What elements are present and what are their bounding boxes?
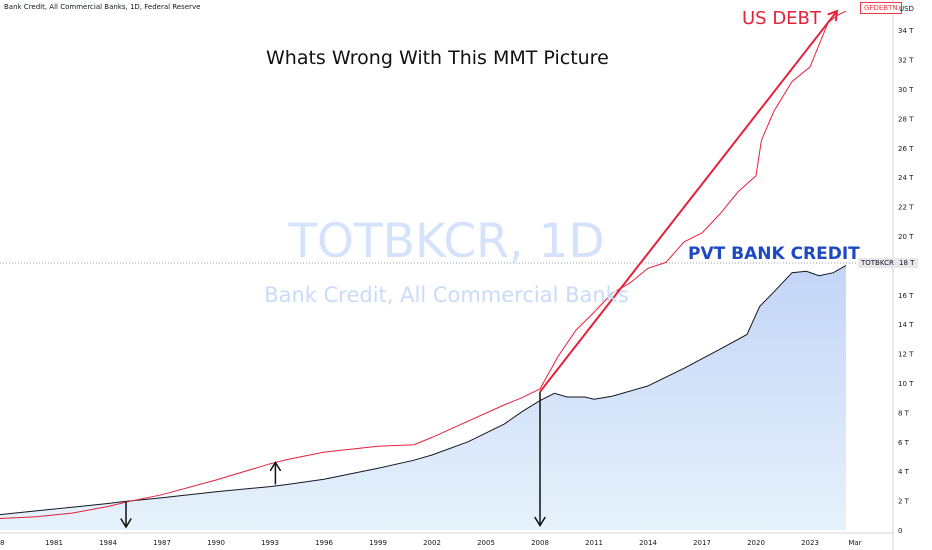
y-tick-label: 6 T — [898, 439, 910, 447]
annotation-arrow-0 — [539, 10, 838, 393]
annotation-arrowhead-3 — [269, 460, 282, 472]
bank-credit-annotation: PVT BANK CREDIT — [688, 244, 860, 264]
x-tick-label: 1996 — [315, 539, 333, 547]
currency-label[interactable]: USD — [899, 5, 914, 13]
x-tick-label: 2008 — [531, 539, 549, 547]
x-tick-label: 2002 — [423, 539, 441, 547]
series-area-totbkcr — [0, 265, 846, 530]
x-tick-label: 1984 — [99, 539, 117, 547]
x-tick-label: 1993 — [261, 539, 279, 547]
totbkcr-last-value-tag: 18 T — [895, 258, 919, 268]
y-tick-label: 30 T — [898, 86, 914, 94]
series-line-gfdebtn — [0, 10, 847, 519]
y-tick-label: 32 T — [898, 57, 914, 65]
x-tick-label: 2017 — [693, 539, 711, 547]
x-tick-label: 78 — [0, 539, 4, 547]
y-tick-label: 0 — [898, 527, 902, 535]
chart-header: Bank Credit, All Commercial Banks, 1D, F… — [4, 3, 201, 11]
x-tick-label: 2023 — [801, 539, 819, 547]
y-tick-label: 12 T — [898, 351, 914, 359]
y-tick-label: 34 T — [898, 27, 914, 35]
x-tick-label: 2011 — [585, 539, 603, 547]
y-tick-label: 28 T — [898, 115, 914, 123]
x-tick-label: 2005 — [477, 539, 495, 547]
x-tick-label: 1999 — [369, 539, 387, 547]
y-tick-label: 16 T — [898, 292, 914, 300]
watermark-symbol: TOTBKCR, 1D — [288, 214, 605, 269]
us-debt-annotation: US DEBT — [742, 8, 821, 29]
y-tick-label: 4 T — [898, 468, 910, 476]
x-tick-label: Mar — [848, 539, 861, 547]
y-tick-label: 24 T — [898, 174, 914, 182]
totbkcr-symbol-tag: TOTBKCR — [858, 258, 897, 268]
y-tick-label: 2 T — [898, 498, 910, 506]
y-tick-label: 10 T — [898, 380, 914, 388]
annotation-arrowhead-2 — [120, 518, 132, 529]
y-tick-label: 20 T — [898, 233, 914, 241]
gfdebtn-price-tag: GFDEBTN — [860, 2, 902, 14]
annotation-arrowhead-1 — [534, 516, 546, 528]
x-tick-label: 1981 — [45, 539, 63, 547]
y-tick-label: 8 T — [898, 409, 910, 417]
annotation-arrowhead-0 — [827, 9, 839, 22]
watermark-name: Bank Credit, All Commercial Banks — [264, 283, 629, 307]
y-tick-label: 22 T — [898, 204, 914, 212]
y-tick-label: 14 T — [898, 321, 914, 329]
x-tick-label: 1990 — [207, 539, 225, 547]
x-tick-label: 2020 — [747, 539, 765, 547]
x-tick-label: 2014 — [639, 539, 657, 547]
chart-title-annotation: Whats Wrong With This MMT Picture — [266, 47, 609, 69]
y-tick-label: 26 T — [898, 145, 914, 153]
x-tick-label: 1987 — [153, 539, 171, 547]
